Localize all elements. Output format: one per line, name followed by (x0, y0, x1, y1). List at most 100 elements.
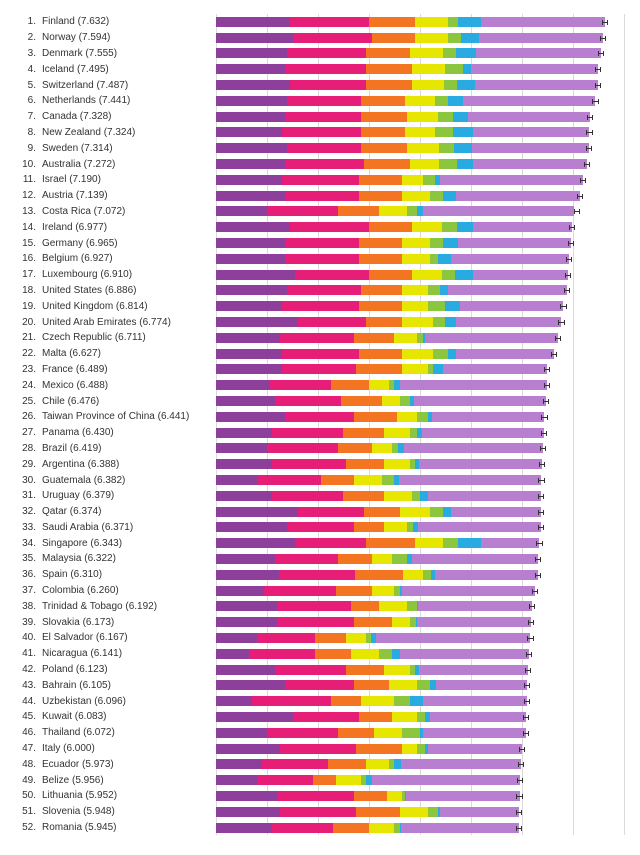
country-label: El Salvador (6.167) (42, 632, 216, 643)
rank-number: 30. (16, 475, 42, 486)
bar-wrap (216, 222, 624, 232)
bar-segment (285, 680, 354, 690)
bar-segment (272, 459, 346, 469)
rank-number: 24. (16, 380, 42, 391)
rank-number: 6. (16, 95, 42, 106)
bar-segment (432, 412, 545, 422)
country-label: Malaysia (6.322) (42, 553, 216, 564)
bar-wrap (216, 48, 624, 58)
bar-segment (331, 380, 369, 390)
bar-wrap (216, 712, 624, 722)
bar-segment (458, 238, 571, 248)
bar-segment (333, 823, 369, 833)
rank-number: 43. (16, 680, 42, 691)
rank-number: 47. (16, 743, 42, 754)
bar-segment (295, 270, 369, 280)
stacked-bar (216, 159, 587, 169)
bar-wrap (216, 570, 624, 580)
bar-segment (419, 665, 528, 675)
country-label: Czech Republic (6.711) (42, 332, 216, 343)
stacked-bar (216, 823, 519, 833)
bar-wrap (216, 143, 624, 153)
error-whisker (540, 448, 546, 449)
error-whisker (516, 828, 522, 829)
stacked-bar (216, 412, 544, 422)
bar-segment (402, 586, 535, 596)
bar-segment (285, 238, 359, 248)
bar-segment (410, 48, 443, 58)
bar-segment (285, 112, 362, 122)
bar-segment (216, 522, 287, 532)
bar-segment (285, 254, 359, 264)
rank-number: 25. (16, 396, 42, 407)
bar-segment (369, 222, 412, 232)
bar-segment (328, 759, 366, 769)
error-whisker (516, 812, 522, 813)
bar-wrap (216, 744, 624, 754)
bar-segment (216, 301, 282, 311)
stacked-bar (216, 285, 567, 295)
bar-wrap (216, 538, 624, 548)
table-row: 12.Austria (7.139) (16, 188, 624, 204)
bar-segment (338, 728, 374, 738)
country-label: Trinidad & Tobago (6.192) (42, 601, 216, 612)
bar-segment (433, 349, 448, 359)
bar-segment (458, 17, 481, 27)
bar-segment (382, 396, 400, 406)
bar-segment (402, 349, 433, 359)
bar-segment (216, 48, 287, 58)
rank-number: 18. (16, 285, 42, 296)
bar-segment (402, 175, 422, 185)
rank-number: 35. (16, 553, 42, 564)
stacked-bar (216, 364, 547, 374)
bar-segment (282, 175, 359, 185)
country-label: Slovakia (6.173) (42, 617, 216, 628)
table-row: 10.Australia (7.272) (16, 156, 624, 172)
country-label: Belgium (6.927) (42, 253, 216, 264)
bar-wrap (216, 127, 624, 137)
bar-segment (359, 238, 402, 248)
bar-segment (402, 744, 417, 754)
bar-segment (264, 586, 335, 596)
bar-segment (280, 807, 357, 817)
bar-segment (372, 554, 392, 564)
bar-segment (216, 143, 287, 153)
bar-segment (435, 570, 538, 580)
rank-number: 26. (16, 411, 42, 422)
bar-wrap (216, 459, 624, 469)
table-row: 52.Romania (5.945) (16, 820, 624, 836)
bar-segment (272, 428, 343, 438)
stacked-bar (216, 143, 589, 153)
bar-segment (277, 791, 354, 801)
bar-segment (412, 270, 442, 280)
bar-segment (422, 428, 544, 438)
bar-segment (293, 33, 372, 43)
bar-segment (400, 507, 431, 517)
bar-wrap (216, 112, 624, 122)
bar-segment (410, 696, 423, 706)
rank-number: 21. (16, 332, 42, 343)
bar-segment (277, 601, 351, 611)
bar-segment (403, 570, 423, 580)
table-row: 40.El Salvador (6.167) (16, 630, 624, 646)
bar-segment (387, 791, 402, 801)
bar-segment (473, 222, 572, 232)
table-row: 2.Norway (7.594) (16, 30, 624, 46)
bar-segment (455, 270, 473, 280)
bar-segment (216, 601, 277, 611)
bar-segment (354, 617, 392, 627)
rank-number: 46. (16, 727, 42, 738)
rank-number: 12. (16, 190, 42, 201)
stacked-bar (216, 191, 580, 201)
stacked-bar (216, 175, 583, 185)
bar-segment (216, 396, 275, 406)
stacked-bar (216, 48, 601, 58)
country-label: Israel (7.190) (42, 174, 216, 185)
country-label: Qatar (6.374) (42, 506, 216, 517)
country-label: United Kingdom (6.814) (42, 301, 216, 312)
bar-wrap (216, 238, 624, 248)
error-whisker (595, 85, 601, 86)
bar-segment (428, 807, 438, 817)
bar-segment (428, 744, 522, 754)
bar-segment (443, 238, 458, 248)
